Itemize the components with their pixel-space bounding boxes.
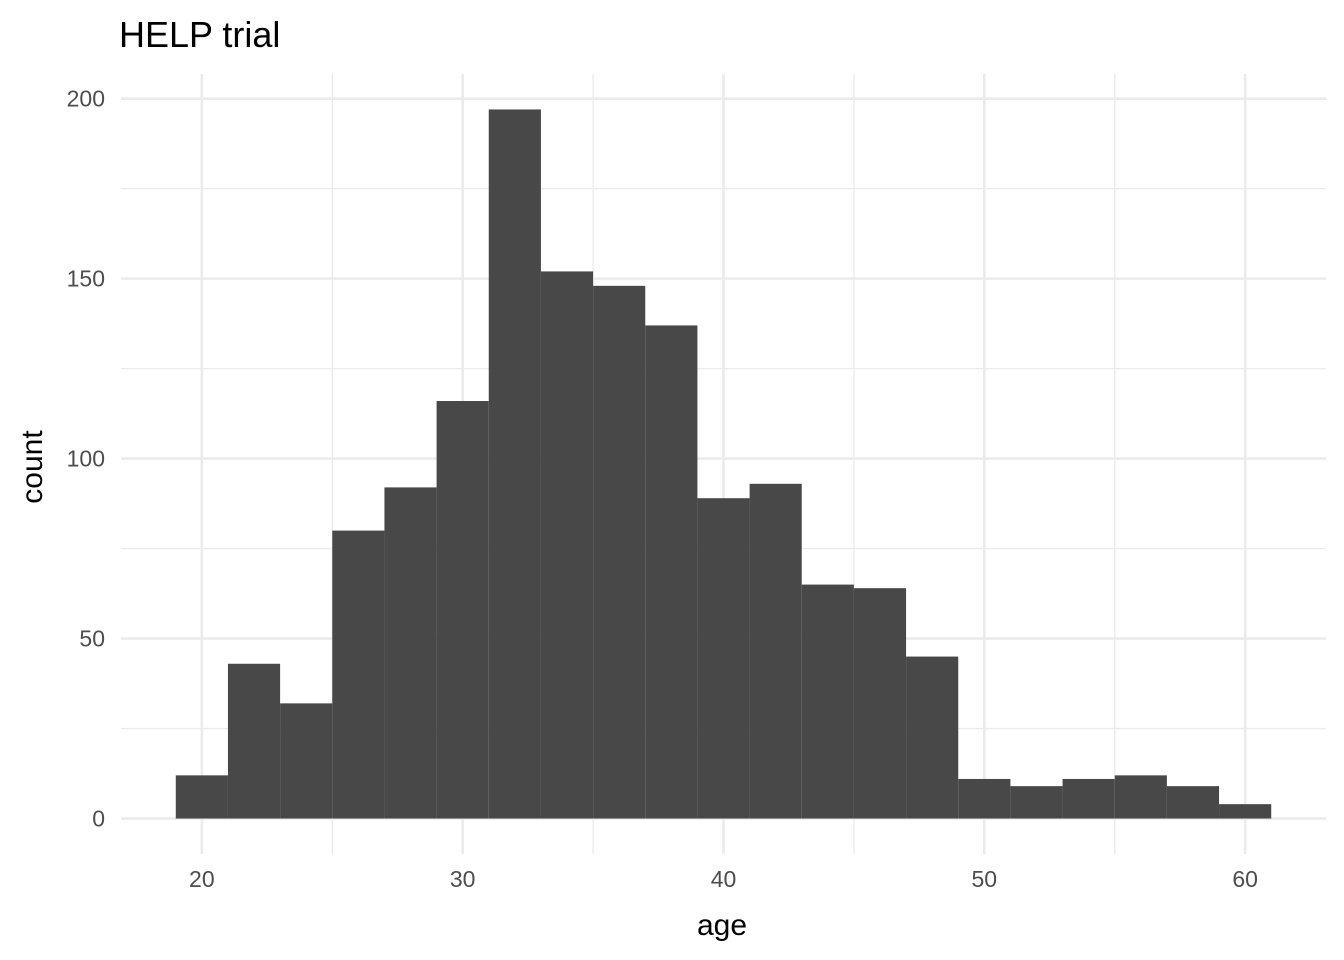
histogram-bar: [488, 109, 541, 819]
histogram-bar: [1062, 778, 1115, 819]
y-tick-label: 100: [67, 446, 105, 472]
x-tick-label: 20: [189, 866, 215, 892]
x-axis-tick-labels: 20 30 40 50 60: [189, 866, 1258, 892]
y-tick-label: 200: [67, 86, 105, 112]
histogram-bar: [958, 778, 1011, 819]
y-axis-title: count: [16, 430, 49, 504]
histogram-bar: [384, 487, 437, 819]
histogram-bar: [906, 656, 959, 819]
histogram-bar: [1114, 775, 1167, 819]
histogram-bar: [540, 271, 594, 819]
histogram-bar: [280, 703, 333, 819]
major-gridlines: [121, 74, 1326, 854]
x-tick-label: 60: [1232, 866, 1258, 892]
histogram-bar: [175, 775, 228, 819]
chart-title: HELP trial: [119, 14, 280, 55]
histogram-bar: [1166, 786, 1220, 819]
histogram-bar: [749, 483, 802, 819]
y-tick-label: 0: [92, 806, 105, 832]
x-tick-label: 50: [972, 866, 998, 892]
histogram-bar: [853, 588, 907, 819]
histogram-bar: [645, 325, 698, 819]
histogram-bar: [1010, 786, 1063, 819]
y-tick-label: 50: [79, 626, 105, 652]
histogram-bar: [1219, 804, 1272, 819]
histogram-bars: [175, 109, 1272, 819]
x-tick-label: 40: [711, 866, 737, 892]
x-axis-title: age: [697, 909, 747, 942]
histogram-bar: [593, 285, 646, 819]
histogram-bar: [801, 584, 854, 819]
histogram-bar: [697, 498, 750, 819]
y-axis-tick-labels: 0 50 100 150 200: [67, 86, 105, 832]
x-tick-label: 30: [450, 866, 476, 892]
histogram-bar: [332, 530, 385, 819]
histogram-bar: [227, 663, 281, 819]
histogram-bar: [436, 401, 489, 819]
y-tick-label: 150: [67, 266, 105, 292]
